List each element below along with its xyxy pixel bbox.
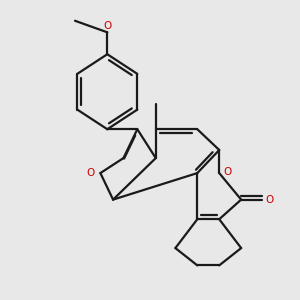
Text: O: O bbox=[103, 21, 111, 31]
Text: O: O bbox=[224, 167, 232, 177]
Text: O: O bbox=[86, 168, 94, 178]
Text: O: O bbox=[266, 195, 274, 205]
